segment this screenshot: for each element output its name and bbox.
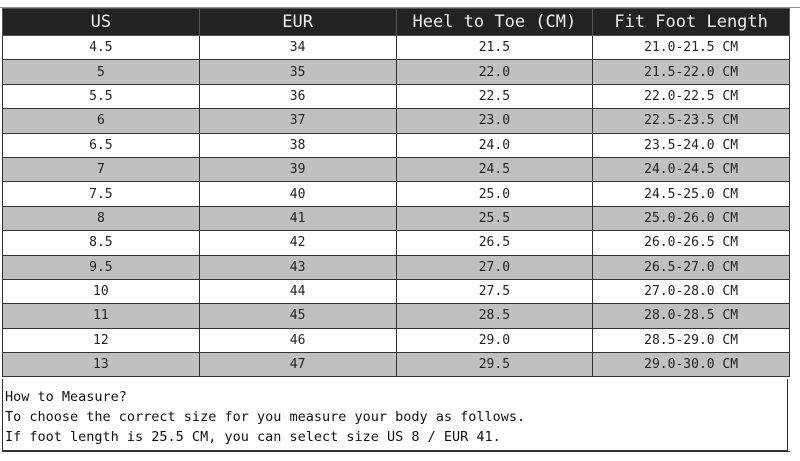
header-heel-to-toe: Heel to Toe (CM) [395, 8, 594, 36]
cell-eur: 39 [198, 156, 397, 183]
table-row: 5 35 22.0 21.5-22.0 CM [2, 59, 790, 85]
cell-eur: 42 [198, 230, 397, 256]
header-eur: EUR [198, 8, 397, 36]
cell-heel-to-toe: 27.0 [395, 254, 594, 280]
cell-eur: 37 [198, 108, 397, 134]
cell-us: 11 [2, 303, 200, 329]
note-line-1: To choose the correct size for you measu… [5, 409, 526, 425]
table-row: 9.5 43 27.0 26.5-27.0 CM [2, 254, 790, 280]
cell-heel-to-toe: 28.5 [395, 303, 594, 329]
header-row: US EUR Heel to Toe (CM) Fit Foot Length [2, 8, 790, 36]
table-row: 8.5 42 26.5 26.0-26.5 CM [2, 230, 790, 256]
top-strip [0, 0, 800, 8]
cell-fit-foot-length: 26.0-26.5 CM [592, 230, 790, 256]
cell-us: 6 [2, 108, 200, 134]
cell-fit-foot-length: 22.5-23.5 CM [592, 108, 790, 134]
cell-eur: 47 [198, 352, 397, 378]
note-line-2: If foot length is 25.5 CM, you can selec… [5, 429, 501, 445]
cell-heel-to-toe: 26.5 [395, 230, 594, 256]
cell-heel-to-toe: 25.5 [395, 205, 594, 232]
cell-eur: 36 [198, 83, 397, 110]
cell-fit-foot-length: 25.0-26.0 CM [592, 205, 790, 232]
cell-fit-foot-length: 28.5-29.0 CM [592, 327, 790, 354]
measure-note: How to Measure? To choose the correct si… [2, 379, 788, 451]
cell-heel-to-toe: 22.0 [395, 59, 594, 85]
table-row: 13 47 29.5 29.0-30.0 CM [2, 352, 790, 378]
cell-fit-foot-length: 29.0-30.0 CM [592, 352, 790, 378]
cell-heel-to-toe: 27.5 [395, 278, 594, 305]
table-row: 7 39 24.5 24.0-24.5 CM [2, 156, 790, 183]
cell-fit-foot-length: 28.0-28.5 CM [592, 303, 790, 329]
cell-fit-foot-length: 27.0-28.0 CM [592, 278, 790, 305]
cell-fit-foot-length: 26.5-27.0 CM [592, 254, 790, 280]
table-row: 12 46 29.0 28.5-29.0 CM [2, 327, 790, 354]
note-title: How to Measure? [5, 389, 127, 405]
cell-fit-foot-length: 24.5-25.0 CM [592, 181, 790, 207]
cell-eur: 35 [198, 59, 397, 85]
table-row: 8 41 25.5 25.0-26.0 CM [2, 205, 790, 232]
cell-eur: 38 [198, 132, 397, 158]
cell-eur: 44 [198, 278, 397, 305]
cell-eur: 46 [198, 327, 397, 354]
cell-heel-to-toe: 24.5 [395, 156, 594, 183]
cell-eur: 40 [198, 181, 397, 207]
cell-fit-foot-length: 23.5-24.0 CM [592, 132, 790, 158]
table-row: 7.5 40 25.0 24.5-25.0 CM [2, 181, 790, 207]
table-row: 10 44 27.5 27.0-28.0 CM [2, 278, 790, 305]
cell-us: 12 [2, 327, 200, 354]
cell-heel-to-toe: 25.0 [395, 181, 594, 207]
cell-heel-to-toe: 21.5 [395, 34, 594, 61]
cell-eur: 43 [198, 254, 397, 280]
table-row: 11 45 28.5 28.0-28.5 CM [2, 303, 790, 329]
cell-eur: 34 [198, 34, 397, 61]
table-row: 4.5 34 21.5 21.0-21.5 CM [2, 34, 790, 61]
cell-heel-to-toe: 29.0 [395, 327, 594, 354]
bottom-divider [2, 451, 790, 452]
cell-us: 7 [2, 156, 200, 183]
cell-heel-to-toe: 29.5 [395, 352, 594, 378]
cell-fit-foot-length: 21.0-21.5 CM [592, 34, 790, 61]
size-chart-table: US EUR Heel to Toe (CM) Fit Foot Length … [2, 8, 790, 378]
cell-us: 4.5 [2, 34, 200, 61]
cell-heel-to-toe: 23.0 [395, 108, 594, 134]
cell-us: 13 [2, 352, 200, 378]
cell-us: 6.5 [2, 132, 200, 158]
cell-us: 7.5 [2, 181, 200, 207]
header-us: US [2, 8, 200, 36]
cell-us: 10 [2, 278, 200, 305]
cell-fit-foot-length: 24.0-24.5 CM [592, 156, 790, 183]
cell-eur: 41 [198, 205, 397, 232]
cell-eur: 45 [198, 303, 397, 329]
table-row: 5.5 36 22.5 22.0-22.5 CM [2, 83, 790, 110]
cell-heel-to-toe: 24.0 [395, 132, 594, 158]
table-row: 6 37 23.0 22.5-23.5 CM [2, 108, 790, 134]
table-row: 6.5 38 24.0 23.5-24.0 CM [2, 132, 790, 158]
cell-heel-to-toe: 22.5 [395, 83, 594, 110]
cell-us: 5 [2, 59, 200, 85]
cell-us: 8 [2, 205, 200, 232]
cell-us: 9.5 [2, 254, 200, 280]
cell-us: 8.5 [2, 230, 200, 256]
header-fit-foot-length: Fit Foot Length [592, 8, 790, 36]
cell-fit-foot-length: 22.0-22.5 CM [592, 83, 790, 110]
cell-us: 5.5 [2, 83, 200, 110]
cell-fit-foot-length: 21.5-22.0 CM [592, 59, 790, 85]
